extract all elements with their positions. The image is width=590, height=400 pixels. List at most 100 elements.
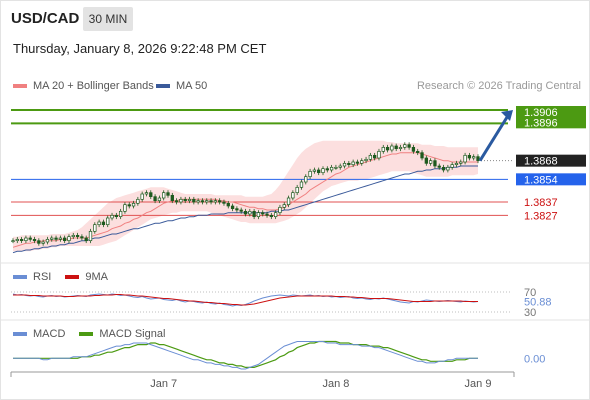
candle-body bbox=[114, 214, 118, 218]
legend-rsi: RSI 9MA bbox=[13, 271, 108, 283]
level-label-support: 1.3827 bbox=[524, 210, 558, 222]
rsi-label: RSI bbox=[33, 271, 52, 283]
candle-body bbox=[299, 181, 304, 188]
candle-body bbox=[136, 198, 140, 204]
candle-body bbox=[93, 224, 97, 232]
chart-header: USD/CAD 30 MIN bbox=[0, 0, 590, 36]
candle-body bbox=[101, 221, 106, 226]
level-label-last: 1.3868 bbox=[524, 156, 558, 168]
x-tick-label: Jan 9 bbox=[465, 378, 492, 390]
candle-body bbox=[317, 169, 321, 174]
candle-body bbox=[67, 236, 71, 242]
level-label-support: 1.3837 bbox=[524, 197, 558, 209]
candle-body bbox=[50, 237, 54, 240]
candle-body bbox=[179, 198, 183, 203]
rsi-swatch bbox=[13, 275, 27, 279]
candle-body bbox=[28, 237, 32, 240]
candle-body bbox=[312, 169, 317, 172]
candle-body bbox=[373, 154, 377, 159]
candle-body bbox=[385, 146, 390, 151]
legend-ma50: MA 50 bbox=[156, 80, 207, 92]
candle-body bbox=[235, 208, 239, 211]
candle-body bbox=[454, 162, 459, 166]
candle-body bbox=[377, 150, 381, 159]
level-label-bg-target bbox=[516, 106, 586, 118]
candle-body bbox=[75, 234, 80, 238]
candle-body bbox=[334, 166, 338, 169]
rsi-ma-line bbox=[13, 294, 478, 306]
macd-swatch bbox=[13, 332, 27, 336]
candle-body bbox=[407, 144, 411, 148]
forecast-arrow-head bbox=[501, 110, 513, 121]
candle-body bbox=[295, 186, 299, 194]
candle-body bbox=[218, 200, 222, 203]
candle-body bbox=[463, 154, 467, 163]
level-label-bg-last bbox=[516, 154, 586, 167]
candle-body bbox=[261, 212, 265, 215]
candle-body bbox=[416, 150, 420, 154]
candle-body bbox=[368, 154, 373, 160]
candle-body bbox=[127, 204, 131, 207]
candle-body bbox=[243, 210, 248, 215]
level-label-bg-pivot bbox=[516, 173, 586, 186]
x-tick-label: Jan 8 bbox=[322, 378, 349, 390]
macd-line bbox=[13, 341, 478, 370]
candle-body bbox=[364, 158, 368, 162]
candle-body bbox=[265, 213, 269, 216]
candle-body bbox=[149, 192, 153, 198]
candle-body bbox=[338, 165, 342, 168]
candle-body bbox=[45, 238, 50, 243]
macd-panel: 0.00 bbox=[0, 319, 590, 370]
candle-body bbox=[162, 192, 166, 199]
macd-signal-line bbox=[13, 340, 478, 368]
candle-body bbox=[192, 198, 196, 203]
timeframe-button[interactable]: 30 MIN bbox=[83, 7, 133, 31]
candle-body bbox=[140, 193, 144, 200]
candle-body bbox=[170, 194, 174, 202]
candle-body bbox=[282, 204, 286, 208]
candle-body bbox=[11, 240, 15, 243]
candle-body bbox=[63, 237, 67, 242]
candle-body bbox=[106, 217, 110, 226]
candle-body bbox=[291, 192, 295, 199]
candle-body bbox=[394, 145, 398, 150]
candle-body bbox=[166, 192, 170, 196]
macd-value-label: 0.00 bbox=[524, 353, 545, 365]
x-tick-label: Jan 7 bbox=[150, 378, 177, 390]
candle-body bbox=[41, 241, 45, 244]
candle-body bbox=[222, 201, 226, 204]
candle-body bbox=[360, 160, 364, 164]
credit-text: Research © 2026 Trading Central bbox=[416, 80, 581, 92]
macd-signal-label: MACD Signal bbox=[99, 328, 166, 340]
candle-body bbox=[355, 161, 360, 164]
candle-body bbox=[342, 162, 347, 167]
ma50-label: MA 50 bbox=[176, 80, 208, 92]
rsi-ma-label: 9MA bbox=[85, 271, 108, 283]
candle-body bbox=[213, 200, 218, 203]
level-label-bg-target bbox=[516, 116, 586, 129]
candle-body bbox=[230, 205, 235, 210]
candle-body bbox=[110, 214, 114, 219]
candle-body bbox=[450, 164, 454, 168]
candle-body bbox=[437, 165, 441, 168]
candle-body bbox=[325, 168, 329, 171]
candle-body bbox=[174, 200, 179, 203]
candle-body bbox=[441, 166, 446, 171]
candle-body bbox=[24, 237, 28, 242]
candle-body bbox=[347, 162, 351, 166]
candle-body bbox=[286, 197, 291, 206]
legend-ma20: MA 20 + Bollinger Bands bbox=[13, 80, 154, 92]
rsi-value-label: 50.88 bbox=[524, 297, 552, 309]
candle-body bbox=[433, 160, 437, 167]
candle-body bbox=[403, 144, 407, 148]
candle-body bbox=[37, 240, 41, 244]
candle-body bbox=[97, 221, 101, 226]
candle-body bbox=[329, 166, 334, 171]
candle-body bbox=[19, 238, 24, 242]
candle-body bbox=[256, 212, 261, 218]
candle-body bbox=[472, 156, 476, 159]
rsi-tick-label: 70 bbox=[524, 287, 536, 299]
candle-body bbox=[476, 156, 480, 162]
candle-body bbox=[84, 237, 88, 242]
candle-body bbox=[187, 198, 192, 202]
